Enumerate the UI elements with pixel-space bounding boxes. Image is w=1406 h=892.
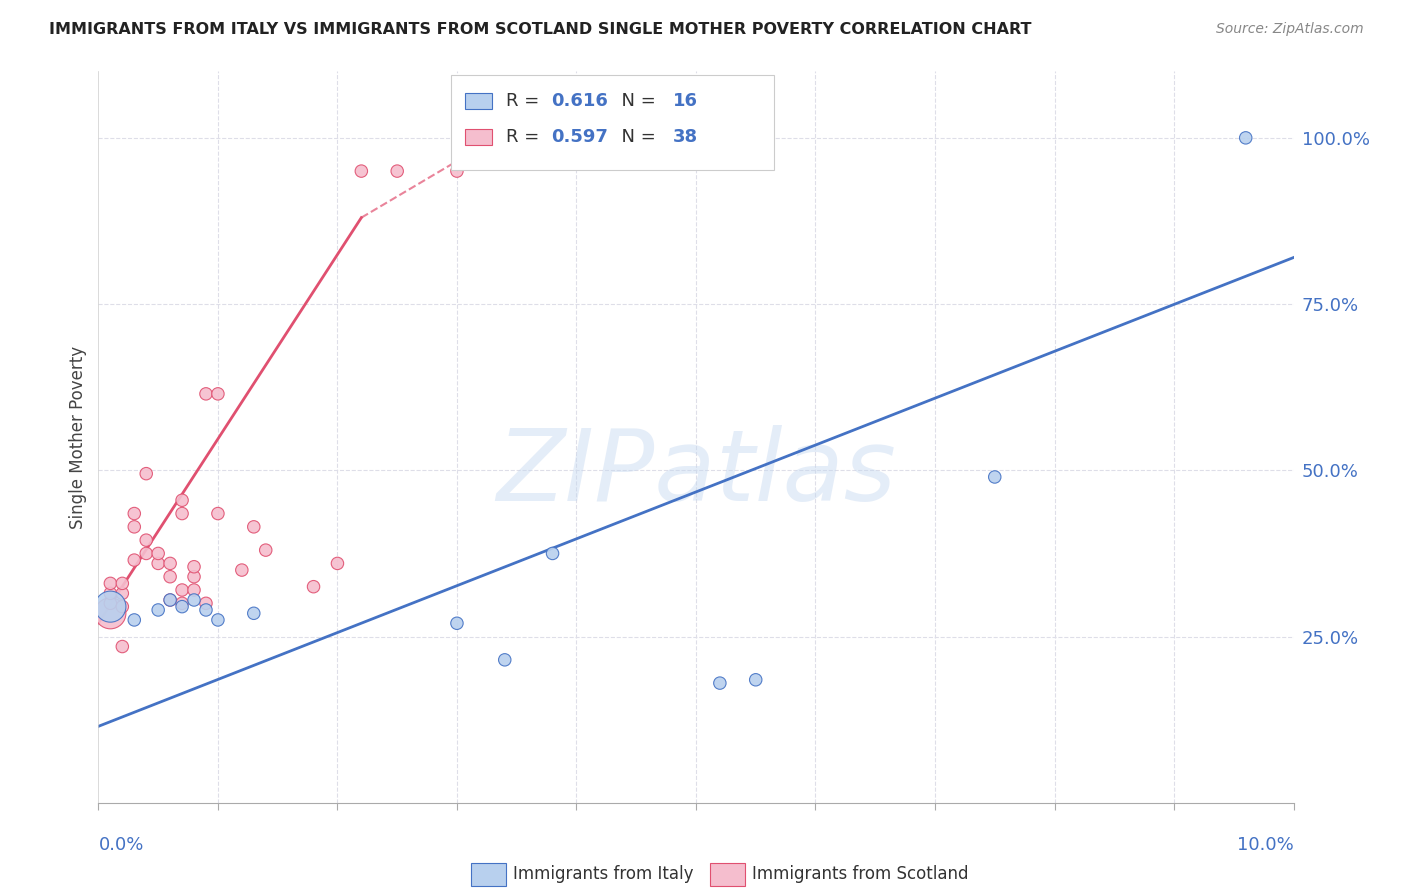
Point — [195, 596, 218, 610]
Point — [98, 586, 122, 600]
Point — [172, 507, 194, 521]
Point — [326, 557, 349, 571]
Point — [183, 559, 205, 574]
Point — [302, 580, 325, 594]
Point — [98, 596, 122, 610]
Point — [135, 467, 157, 481]
Point — [494, 653, 516, 667]
Point — [172, 582, 194, 597]
Point — [385, 164, 409, 178]
Point — [183, 593, 205, 607]
Point — [172, 493, 194, 508]
Point — [148, 557, 170, 571]
Point — [111, 599, 134, 614]
Text: 0.616: 0.616 — [551, 92, 609, 110]
Point — [243, 607, 266, 621]
Point — [254, 543, 277, 558]
Point — [159, 557, 181, 571]
Text: N =: N = — [610, 92, 661, 110]
Point — [984, 470, 1007, 484]
Point — [172, 596, 194, 610]
Point — [124, 613, 146, 627]
Point — [159, 593, 181, 607]
Point — [183, 582, 205, 597]
Y-axis label: Single Mother Poverty: Single Mother Poverty — [69, 345, 87, 529]
Point — [231, 563, 253, 577]
Point — [111, 586, 134, 600]
Point — [111, 576, 134, 591]
Text: R =: R = — [506, 128, 546, 146]
Point — [159, 570, 181, 584]
Text: 0.0%: 0.0% — [98, 837, 143, 855]
Text: R =: R = — [506, 92, 546, 110]
Point — [183, 570, 205, 584]
Text: N =: N = — [610, 128, 661, 146]
Text: ZIPatlas: ZIPatlas — [496, 425, 896, 522]
Point — [148, 546, 170, 560]
Text: Immigrants from Italy: Immigrants from Italy — [513, 865, 693, 883]
Point — [541, 546, 564, 560]
Point — [243, 520, 266, 534]
Text: 16: 16 — [673, 92, 699, 110]
Point — [124, 507, 146, 521]
Text: 38: 38 — [673, 128, 699, 146]
Point — [207, 613, 229, 627]
Point — [111, 640, 134, 654]
Point — [148, 603, 170, 617]
FancyBboxPatch shape — [465, 93, 492, 109]
Point — [159, 593, 181, 607]
Point — [135, 546, 157, 560]
Point — [709, 676, 731, 690]
Point — [745, 673, 768, 687]
Text: Source: ZipAtlas.com: Source: ZipAtlas.com — [1216, 22, 1364, 37]
Point — [124, 520, 146, 534]
Text: 0.597: 0.597 — [551, 128, 609, 146]
Point — [350, 164, 373, 178]
Point — [207, 507, 229, 521]
Point — [172, 599, 194, 614]
Text: Immigrants from Scotland: Immigrants from Scotland — [752, 865, 969, 883]
Text: 10.0%: 10.0% — [1237, 837, 1294, 855]
Point — [446, 616, 468, 631]
Point — [207, 387, 229, 401]
Point — [446, 164, 468, 178]
FancyBboxPatch shape — [465, 129, 492, 145]
Point — [98, 599, 122, 614]
Point — [195, 603, 218, 617]
Point — [98, 607, 122, 621]
Point — [195, 387, 218, 401]
Point — [98, 576, 122, 591]
Point — [135, 533, 157, 548]
Text: IMMIGRANTS FROM ITALY VS IMMIGRANTS FROM SCOTLAND SINGLE MOTHER POVERTY CORRELAT: IMMIGRANTS FROM ITALY VS IMMIGRANTS FROM… — [49, 22, 1032, 37]
FancyBboxPatch shape — [451, 75, 773, 170]
Point — [124, 553, 146, 567]
Point — [1234, 131, 1257, 145]
